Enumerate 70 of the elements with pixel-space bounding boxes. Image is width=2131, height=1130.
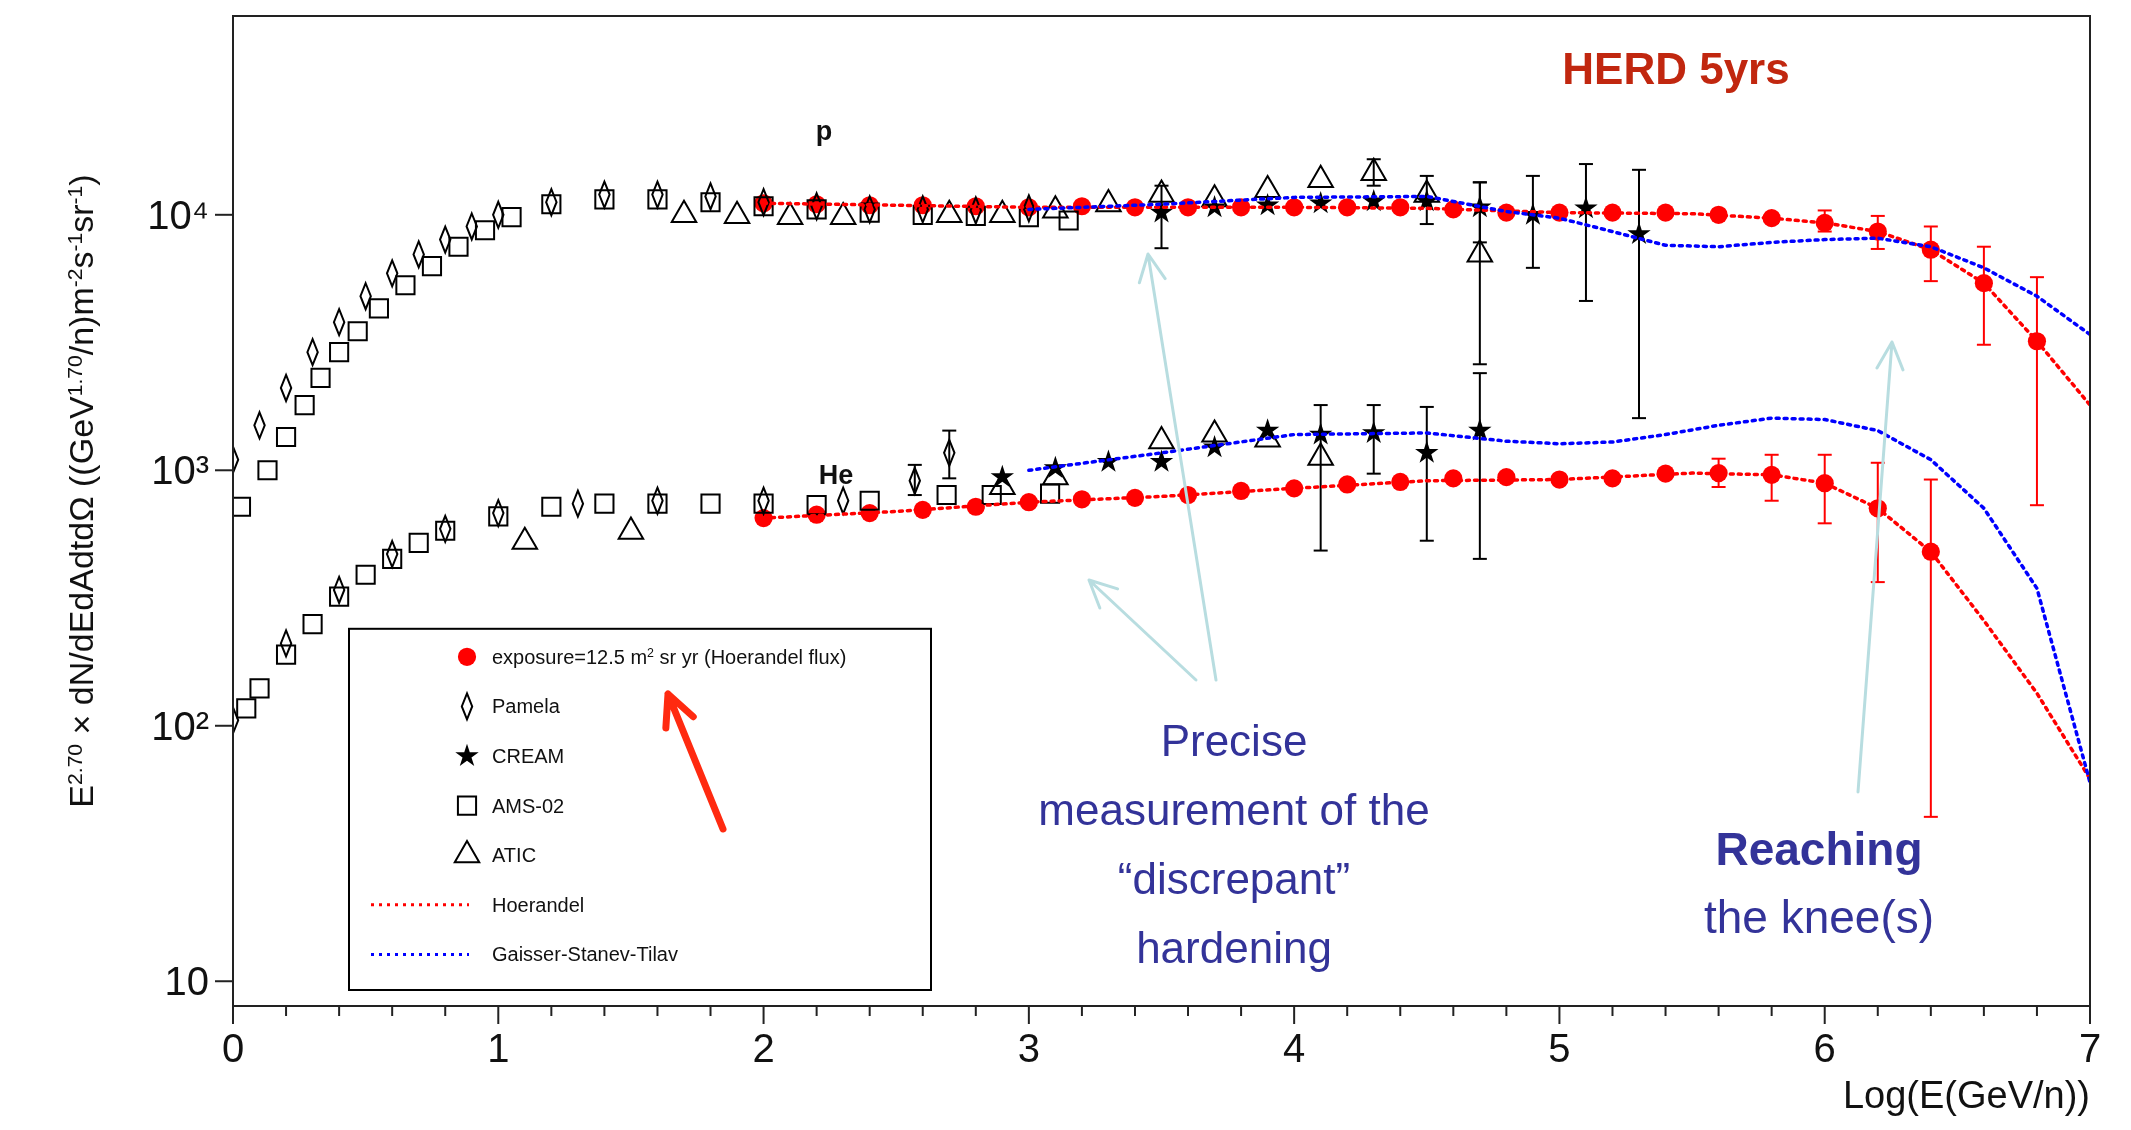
- point: [448, 236, 469, 257]
- point: [474, 220, 496, 241]
- x-axis-title: Log(E(GeV/n)): [1842, 1074, 2090, 1116]
- point: [859, 490, 880, 511]
- point: [355, 564, 376, 585]
- legend-label: Gaisser-Stanev-Tilav: [492, 943, 678, 966]
- point: [700, 192, 721, 213]
- point: [700, 493, 721, 514]
- y-tick-label: 10²: [151, 703, 209, 748]
- point: [1058, 210, 1079, 231]
- point: [965, 205, 986, 226]
- legend-label: ATIC: [492, 844, 537, 867]
- point: [981, 484, 1002, 506]
- point: [236, 698, 257, 719]
- point: [936, 484, 957, 506]
- point: [329, 586, 350, 607]
- x-tick-label: 7: [2078, 1026, 2102, 1070]
- point: [859, 202, 880, 223]
- point: [294, 394, 315, 416]
- x-tick-label: 6: [1813, 1026, 1836, 1070]
- point: [347, 321, 368, 342]
- point: [302, 614, 323, 635]
- point: [329, 342, 350, 363]
- point: [1018, 206, 1039, 228]
- x-tick-label: 5: [1548, 1026, 1571, 1070]
- x-tick-label: 2: [752, 1026, 775, 1070]
- point: [806, 199, 827, 220]
- annotation: He: [818, 460, 854, 490]
- point: [647, 189, 668, 210]
- x-tick-label: 3: [1017, 1026, 1040, 1070]
- point: [368, 298, 389, 319]
- legend-label: CREAM: [492, 745, 565, 767]
- annotation: p: [815, 116, 833, 146]
- point: [594, 493, 615, 514]
- point: [382, 548, 403, 569]
- x-tick-label: 1: [487, 1026, 510, 1070]
- point: [395, 275, 416, 296]
- x-tick-label: 0: [221, 1026, 245, 1070]
- legend-label: Pamela: [492, 695, 561, 718]
- y-tick-label: 10⁴: [147, 192, 209, 237]
- annotation: Precise measurement of the “discrepant” hardening: [1038, 716, 1430, 972]
- y-tick-label: 10: [164, 959, 209, 1004]
- point: [408, 532, 429, 553]
- point: [233, 496, 252, 517]
- point: [421, 255, 443, 277]
- point: [541, 194, 562, 215]
- point: [249, 678, 270, 699]
- point: [257, 460, 278, 481]
- point: [647, 493, 668, 514]
- point: [501, 206, 522, 228]
- legend-label: exposure=12.5 m$^{2}$ sr yr (Hoerandel flux): [492, 645, 847, 668]
- point: [753, 493, 774, 514]
- point: [1040, 483, 1061, 504]
- annotation: HERD 5yrs: [1562, 44, 1790, 93]
- point: [594, 189, 615, 210]
- point: [488, 506, 509, 527]
- legend-label: Hoerandel: [492, 893, 585, 916]
- point: [912, 204, 933, 225]
- y-tick-label: 10³: [151, 448, 209, 493]
- legend-label: AMS-02: [492, 794, 565, 817]
- point: [1415, 440, 1439, 463]
- annotation: Reaching the knee(s): [1703, 823, 1935, 943]
- x-tick-label: 4: [1283, 1026, 1306, 1070]
- point: [275, 644, 297, 665]
- point: [310, 367, 331, 388]
- point: [1149, 449, 1174, 472]
- point: [541, 496, 562, 517]
- point: [806, 495, 827, 516]
- point: [275, 426, 297, 448]
- point: [435, 520, 456, 541]
